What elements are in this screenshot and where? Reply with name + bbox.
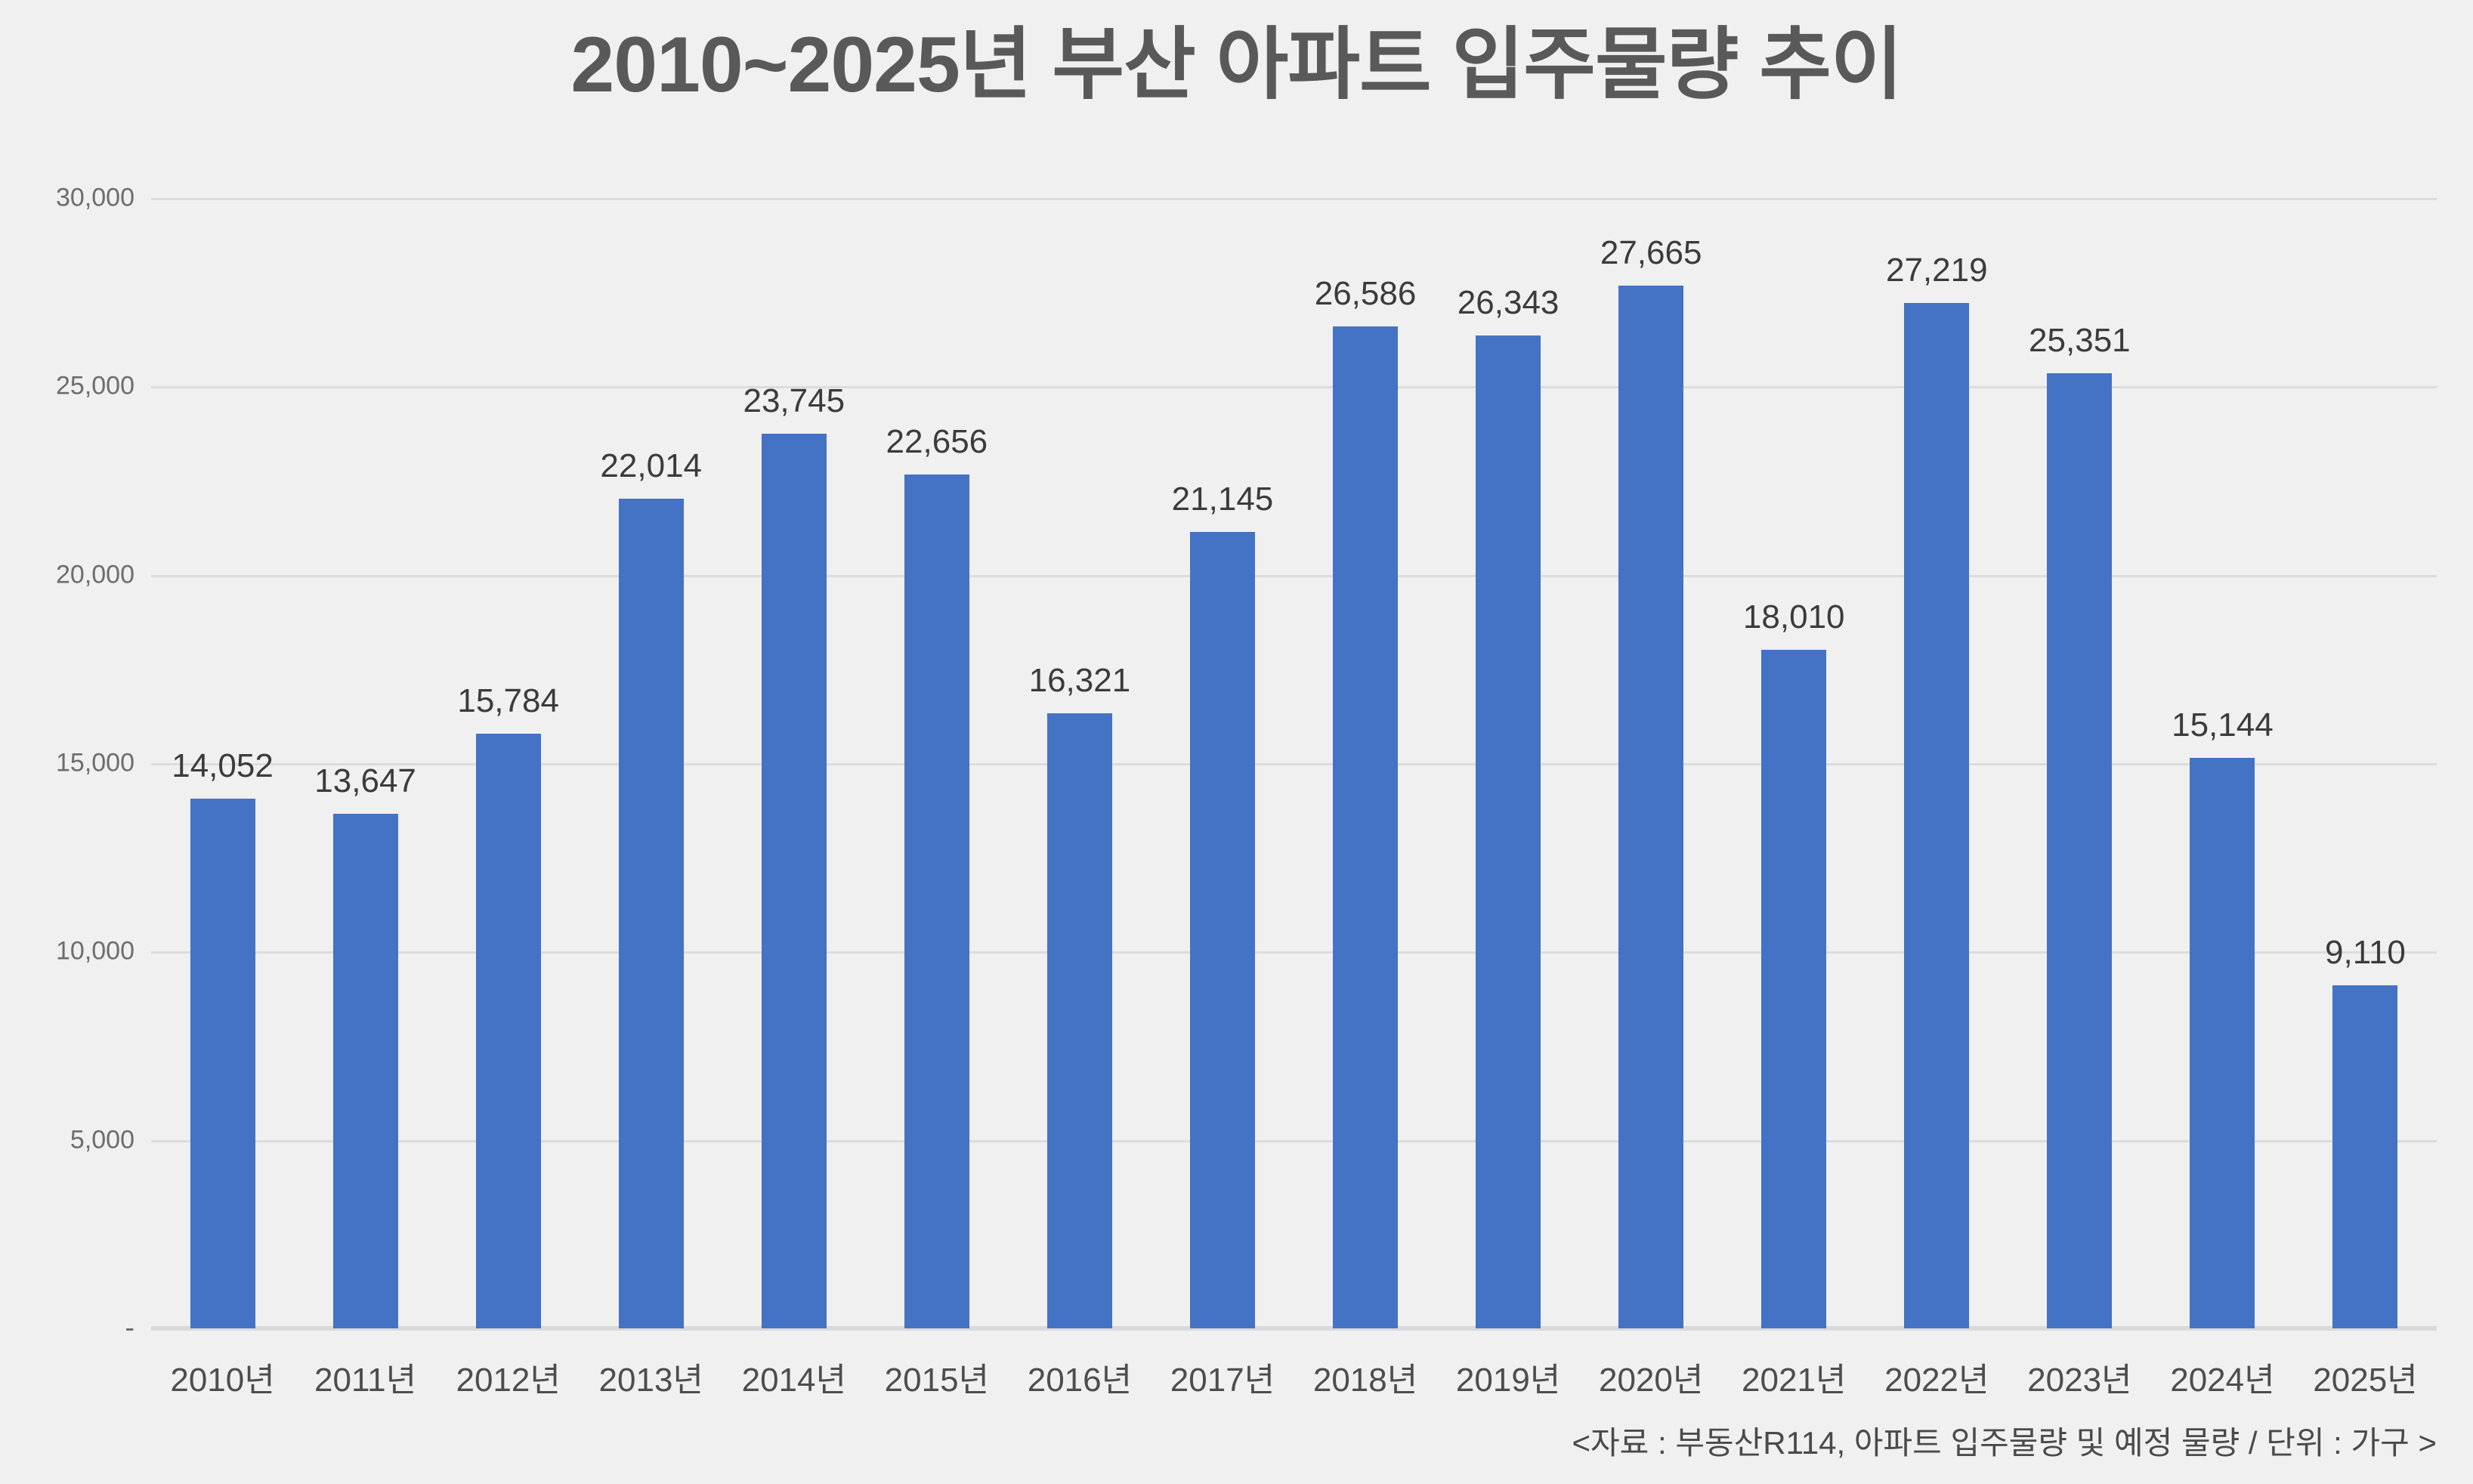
bar[interactable]: [2047, 373, 2113, 1328]
bar-group[interactable]: 9,110: [2294, 198, 2437, 1328]
x-axis-tick-label: 2017년: [1170, 1362, 1275, 1399]
bar[interactable]: [1189, 531, 1255, 1328]
x-axis-tick-label: 2024년: [2170, 1362, 2275, 1399]
bar-value-label: 15,144: [2172, 706, 2274, 744]
x-axis-tick-label: 2010년: [170, 1362, 275, 1399]
x-axis-tick-label: 2011년: [314, 1362, 417, 1399]
bar-value-label: 21,145: [1171, 480, 1274, 518]
bar-group[interactable]: 15,144: [2151, 198, 2294, 1328]
bar-group[interactable]: 27,665: [1580, 198, 1723, 1328]
bar-value-label: 22,014: [600, 447, 703, 485]
x-axis: 2010년 2011년 2012년 2013년 2014년 2015년 2016년 2017년…: [151, 1353, 2437, 1405]
bar-group[interactable]: 25,351: [2008, 198, 2151, 1328]
source-footnote: <자료 : 부동산R114, 아파트 입주물량 및 예정 물량 / 단위 : 가…: [1572, 1425, 2437, 1461]
x-axis-tick-label: 2012년: [456, 1362, 561, 1399]
bar-group[interactable]: 14,052: [151, 198, 294, 1328]
bar-value-label: 26,586: [1314, 275, 1417, 313]
x-axis-tick-label: 2025년: [2313, 1362, 2418, 1399]
bar[interactable]: [2190, 757, 2255, 1328]
bar[interactable]: [1761, 649, 1827, 1328]
bar-group[interactable]: 27,219: [1866, 198, 2008, 1328]
bar-group[interactable]: 13,647: [294, 198, 437, 1328]
x-axis-tick-label: 2014년: [741, 1362, 846, 1399]
x-axis-tick-label: 2021년: [1742, 1362, 1847, 1399]
bar-value-label: 27,665: [1600, 234, 1702, 272]
x-axis-tick-label: 2018년: [1312, 1362, 1418, 1399]
y-axis: 30,000 25,000 20,000 15,000 10,000 5,000 -: [0, 184, 134, 1344]
y-axis-tick-label: 20,000: [56, 560, 134, 589]
bar-value-label: 23,745: [743, 382, 845, 419]
bar-group[interactable]: 16,321: [1008, 198, 1151, 1328]
bar[interactable]: [1618, 286, 1684, 1328]
bar[interactable]: [1333, 326, 1399, 1328]
bar[interactable]: [1046, 713, 1112, 1328]
bar-group[interactable]: 15,784: [437, 198, 580, 1328]
bar-value-label: 9,110: [2325, 933, 2406, 971]
y-axis-tick-label: 30,000: [56, 183, 134, 212]
bar[interactable]: [1904, 302, 1970, 1328]
bar-group[interactable]: 26,586: [1294, 198, 1437, 1328]
bar-value-label: 14,052: [172, 747, 274, 785]
plot-area: 14,052 13,647 15,784 22,014 23,745 22,656 16,3…: [151, 198, 2437, 1331]
y-axis-tick-label: 10,000: [56, 936, 134, 966]
chart-title: 2010~2025년 부산 아파트 입주물량 추이: [570, 21, 1903, 109]
bar-value-label: 25,351: [2029, 321, 2131, 359]
bar-group[interactable]: 22,014: [580, 198, 722, 1328]
bar-value-label: 22,656: [886, 423, 988, 461]
bar-value-label: 18,010: [1742, 598, 1845, 635]
bar[interactable]: [190, 799, 255, 1328]
bar-group[interactable]: 26,343: [1437, 198, 1580, 1328]
bar[interactable]: [618, 499, 684, 1328]
x-axis-tick-label: 2013년: [598, 1362, 703, 1399]
y-axis-tick-label: -: [125, 1312, 134, 1344]
bar-group[interactable]: 21,145: [1151, 198, 1294, 1328]
y-axis-tick-label: 15,000: [56, 748, 134, 778]
x-axis-tick-label: 2020년: [1598, 1362, 1704, 1399]
bar[interactable]: [1476, 335, 1541, 1328]
x-axis-tick-label: 2015년: [884, 1362, 990, 1399]
bar[interactable]: [332, 814, 398, 1328]
bar[interactable]: [475, 733, 541, 1328]
bars-layer: 14,052 13,647 15,784 22,014 23,745 22,656 16,3…: [151, 198, 2437, 1328]
bar[interactable]: [761, 433, 827, 1328]
bar[interactable]: [2332, 985, 2398, 1328]
bar-value-label: 26,343: [1457, 284, 1560, 322]
x-axis-line: [151, 1326, 2437, 1331]
x-axis-tick-label: 2023년: [2027, 1362, 2132, 1399]
bar-group[interactable]: 18,010: [1723, 198, 1866, 1328]
bar-value-label: 27,219: [1885, 251, 1988, 289]
y-axis-tick-label: 25,000: [56, 371, 134, 400]
bar-group[interactable]: 22,656: [865, 198, 1008, 1328]
bar[interactable]: [904, 475, 969, 1328]
bar-group[interactable]: 23,745: [722, 198, 865, 1328]
x-axis-tick-label: 2019년: [1455, 1362, 1561, 1399]
x-axis-tick-label: 2022년: [1884, 1362, 1989, 1399]
bar-value-label: 15,784: [457, 682, 559, 719]
bar-value-label: 16,321: [1028, 662, 1131, 700]
y-axis-tick-label: 5,000: [70, 1125, 134, 1155]
bar-value-label: 13,647: [314, 762, 416, 800]
x-axis-tick-label: 2016년: [1027, 1362, 1133, 1399]
